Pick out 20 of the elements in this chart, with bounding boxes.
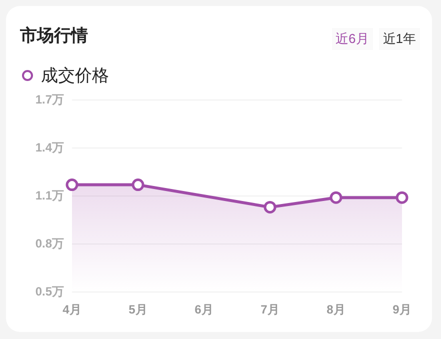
point	[264, 200, 276, 214]
y-tick-label: 1.4万	[35, 140, 64, 154]
x-tick-label: 8月	[326, 302, 346, 317]
x-tick-label: 7月	[260, 302, 280, 317]
x-tick-label: 6月	[194, 302, 214, 317]
y-tick-label: 1.1万	[35, 188, 64, 202]
point	[66, 178, 78, 192]
y-tick-label: 0.5万	[35, 284, 64, 298]
x-tick-label: 9月	[392, 302, 412, 317]
y-tick-label: 1.7万	[35, 92, 64, 106]
point	[132, 178, 144, 192]
y-tick-label: 0.8万	[35, 236, 64, 250]
point	[330, 191, 342, 204]
x-tick-label: 4月	[62, 302, 82, 317]
text: 近1年	[378, 28, 420, 50]
chart-title: 市场行情	[20, 25, 88, 47]
x-tick-label: 5月	[128, 302, 148, 317]
point	[396, 191, 408, 204]
text: 近6月	[332, 28, 373, 50]
legend-label: 成交价格	[41, 65, 109, 87]
